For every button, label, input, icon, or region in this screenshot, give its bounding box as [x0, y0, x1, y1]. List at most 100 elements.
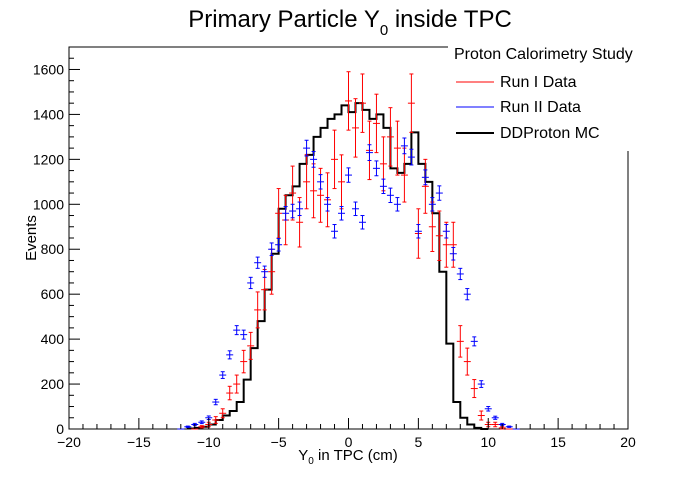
run2-point	[400, 137, 408, 155]
run2-point	[484, 406, 492, 412]
run2-point	[310, 150, 318, 168]
run2-point	[421, 169, 429, 186]
run2-point	[372, 160, 380, 177]
legend-mc-label: DDProton MC	[500, 125, 600, 142]
y-tick-label: 400	[41, 331, 65, 347]
run2-point	[240, 329, 248, 340]
y-tick-label: 0	[56, 421, 64, 437]
chart-title-main: Primary Particle Y	[188, 6, 380, 33]
run2-point	[198, 420, 206, 425]
run2-point	[226, 350, 234, 360]
run2-point	[338, 206, 346, 221]
run2-point	[491, 415, 499, 420]
run2-point	[414, 224, 422, 239]
y-axis-label: Events	[23, 215, 40, 261]
run1-point	[372, 93, 380, 154]
run1-point	[212, 416, 220, 424]
run2-point	[282, 206, 290, 221]
run2-point	[435, 185, 443, 201]
run2-point	[317, 174, 325, 190]
run2-point	[470, 336, 478, 347]
run1-point	[275, 188, 283, 239]
run1-point	[477, 410, 485, 421]
run1-point	[358, 73, 366, 133]
chart-title-subscript: 0	[380, 22, 388, 39]
run2-point	[212, 398, 220, 406]
x-tick-label: −5	[271, 434, 287, 450]
run2-point	[477, 380, 485, 388]
run1-point	[386, 107, 394, 167]
run1-point	[338, 154, 346, 210]
run2-point	[505, 425, 513, 428]
run2-point	[358, 215, 366, 230]
run1-point	[400, 147, 408, 203]
x-axis-label-subscript: 0	[308, 456, 314, 467]
x-tick-label: 15	[550, 434, 566, 450]
run1-point	[351, 98, 359, 158]
run2-point	[331, 224, 339, 239]
mc-histogram-line	[186, 102, 489, 430]
run2-point	[247, 276, 255, 290]
run2-point	[233, 325, 241, 336]
run1-point	[240, 349, 248, 374]
y-tick-label: 1200	[33, 151, 64, 167]
y-tick-label: 1000	[33, 196, 64, 212]
run2-point	[275, 237, 283, 252]
run2-point	[407, 148, 415, 166]
y-tick-label: 1400	[33, 106, 64, 122]
x-tick-label: −10	[197, 434, 221, 450]
run2-point	[456, 267, 464, 281]
run2-point	[296, 201, 304, 217]
x-axis-label: Y0 in TPC (cm)	[298, 447, 397, 467]
run2-point	[365, 144, 373, 161]
plot-area: −20 −15 −10 −5 0 5 10 15 20020040060080010001200…	[33, 46, 636, 450]
run2-point	[345, 167, 352, 183]
run2-point	[463, 288, 471, 301]
run1-point	[233, 374, 241, 394]
run1-point	[470, 379, 478, 399]
chart-title: Primary Particle Y0 inside TPC	[188, 6, 512, 39]
run1-point	[421, 158, 429, 214]
run1-point	[226, 385, 234, 401]
legend-run2-label: Run II Data	[500, 99, 581, 116]
run1-point	[393, 120, 401, 176]
run2-point	[184, 425, 192, 428]
run2-point	[428, 197, 436, 212]
mc-histogram-layer	[186, 102, 489, 430]
legend: Proton Calorimetry Study Run I Data Run …	[448, 38, 696, 151]
run1-point	[463, 347, 471, 376]
run2-data-layer	[177, 137, 520, 430]
run1-point	[198, 425, 206, 429]
run2-point	[393, 197, 401, 212]
run2-point	[261, 265, 269, 278]
x-tick-label: 10	[480, 434, 496, 450]
y-tick-label: 200	[41, 376, 65, 392]
run2-point	[351, 201, 359, 217]
run1-point	[456, 325, 464, 358]
x-tick-label: 20	[620, 434, 636, 450]
legend-header: Proton Calorimetry Study	[454, 46, 633, 63]
run2-point	[386, 187, 394, 203]
run2-point	[324, 197, 332, 212]
x-tick-label: 0	[345, 434, 353, 450]
run2-point	[449, 246, 457, 261]
run2-point	[219, 371, 227, 379]
run2-point	[303, 139, 311, 157]
x-tick-label: −20	[57, 434, 81, 450]
run2-point	[379, 178, 387, 195]
run1-point	[331, 129, 339, 190]
run1-point	[219, 408, 227, 419]
run1-point	[254, 291, 262, 329]
run2-point	[254, 256, 262, 269]
x-axis-label-suffix: in TPC (cm)	[314, 447, 398, 464]
x-tick-label: 5	[414, 434, 422, 450]
run1-point	[310, 163, 318, 219]
run1-point	[345, 71, 352, 131]
run2-point	[442, 224, 450, 239]
chart-title-suffix: inside TPC	[388, 6, 512, 33]
run2-point	[268, 242, 276, 257]
y-tick-label: 800	[41, 241, 65, 257]
run1-point	[407, 73, 415, 133]
y-tick-label: 600	[41, 286, 65, 302]
